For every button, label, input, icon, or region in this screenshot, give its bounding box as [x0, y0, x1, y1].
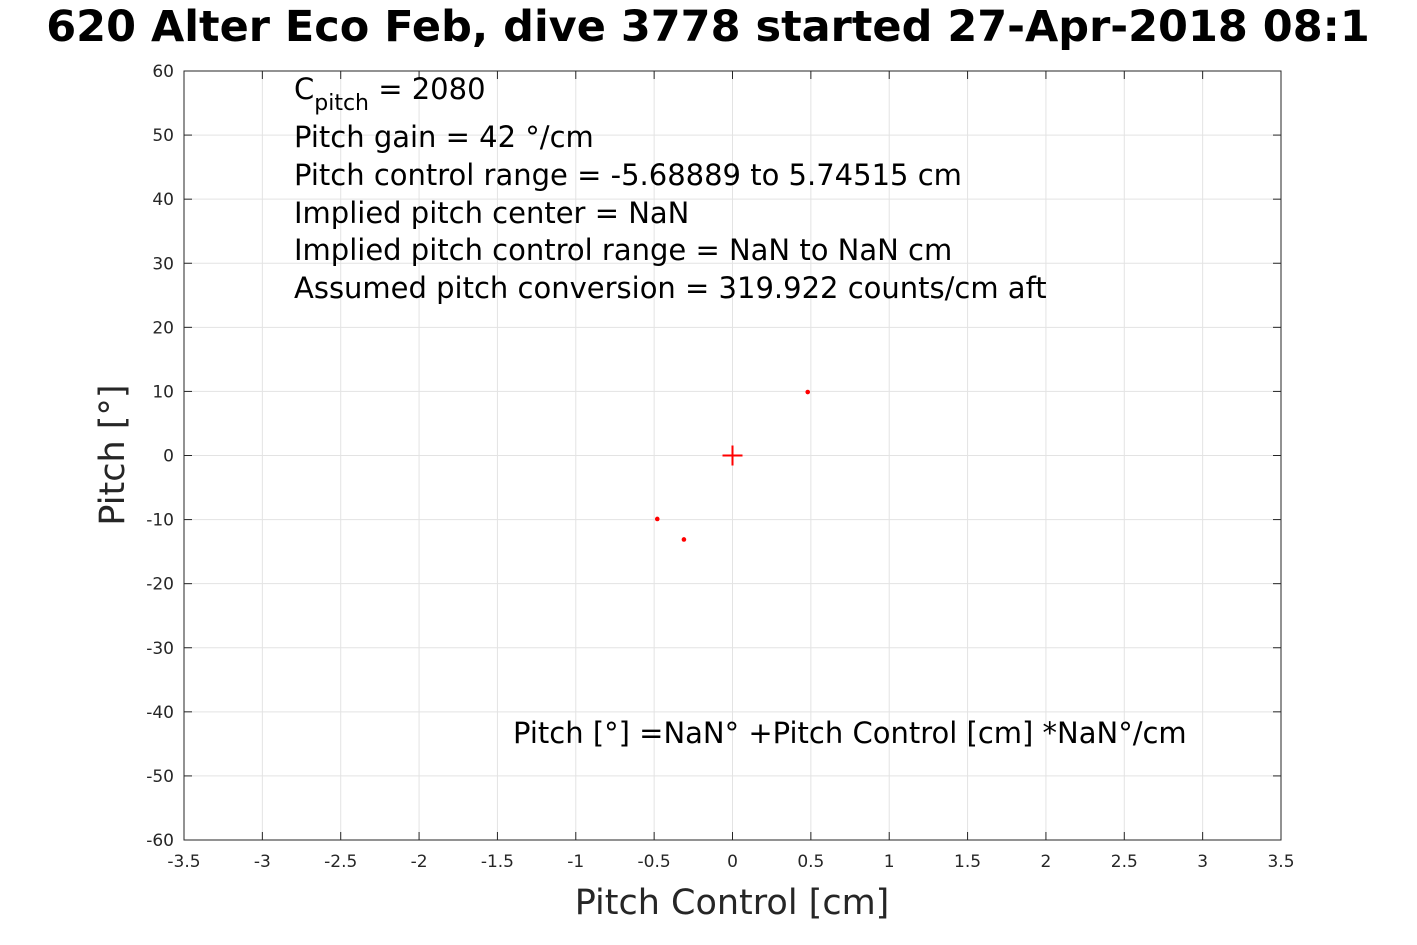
- data-points: [654, 389, 811, 542]
- pitch-gain-annotation: Pitch gain = 42 °/cm: [294, 120, 594, 154]
- y-tick-label: -10: [146, 511, 174, 531]
- y-tick-label: 40: [152, 190, 174, 210]
- x-tick-label: -2.5: [324, 852, 357, 872]
- cpitch-annotation: Cpitch = 2080: [294, 72, 486, 116]
- data-point: [681, 537, 687, 542]
- x-tick-label: 3: [1197, 852, 1208, 872]
- y-tick-label: 10: [152, 382, 174, 402]
- data-point: [805, 389, 811, 395]
- y-tick-label: 20: [152, 318, 174, 338]
- x-tick-label: -1.5: [481, 852, 514, 872]
- y-tick-label: -40: [146, 703, 174, 723]
- cpitch-subscript: pitch: [314, 91, 369, 116]
- x-tick-label: -3.5: [167, 852, 200, 872]
- x-tick-label: 1.5: [954, 852, 981, 872]
- x-tick-label: 2: [1041, 852, 1052, 872]
- y-tick-label: -60: [146, 831, 174, 851]
- cpitch-value: = 2080: [369, 72, 486, 106]
- x-tick-label: -1: [567, 852, 584, 872]
- y-tick-label: 50: [152, 126, 174, 146]
- y-tick-label: 30: [152, 254, 174, 274]
- x-tick-labels: -3.5 -3 -2.5 -2 -1.5 -1 -0.5 0 0.5 1 1.5 2 2.5 3 3.5: [167, 852, 1294, 872]
- pitch-control-range-annotation: Pitch control range = -5.68889 to 5.7451…: [294, 158, 962, 192]
- y-tick-label: -20: [146, 575, 174, 595]
- y-tick-label: 0: [163, 447, 174, 467]
- x-axis-label: Pitch Control [cm]: [575, 883, 890, 923]
- fit-equation-annotation: Pitch [°] =NaN° +Pitch Control [cm] *NaN…: [513, 716, 1187, 750]
- data-point: [654, 516, 660, 522]
- x-tick-label: 0: [727, 852, 738, 872]
- y-tick-label: -30: [146, 639, 174, 659]
- x-tick-label: -3: [254, 852, 271, 872]
- x-tick-label: 0.5: [797, 852, 824, 872]
- x-tick-label: 1: [884, 852, 895, 872]
- center-plus-marker: [722, 445, 743, 466]
- x-tick-label: -2: [411, 852, 428, 872]
- axis-ticks: [183, 70, 1282, 841]
- assumed-pitch-conversion-annotation: Assumed pitch conversion = 319.922 count…: [294, 271, 1047, 305]
- x-tick-label: 2.5: [1111, 852, 1138, 872]
- implied-pitch-center-annotation: Implied pitch center = NaN: [294, 196, 689, 230]
- y-axis-label: Pitch [°]: [93, 384, 133, 525]
- y-tick-label: -50: [146, 767, 174, 787]
- implied-pitch-control-range-annotation: Implied pitch control range = NaN to NaN…: [294, 233, 952, 267]
- cpitch-symbol: C: [294, 72, 314, 106]
- y-tick-label: 60: [152, 62, 174, 82]
- x-tick-label: 3.5: [1267, 852, 1294, 872]
- y-tick-labels: 60 50 40 30 20 10 0 -10 -20 -30 -40 -50 -60: [146, 62, 174, 851]
- x-tick-label: -0.5: [638, 852, 671, 872]
- chart-title: 620 Alter Eco Feb, dive 3778 started 27-…: [46, 2, 1370, 52]
